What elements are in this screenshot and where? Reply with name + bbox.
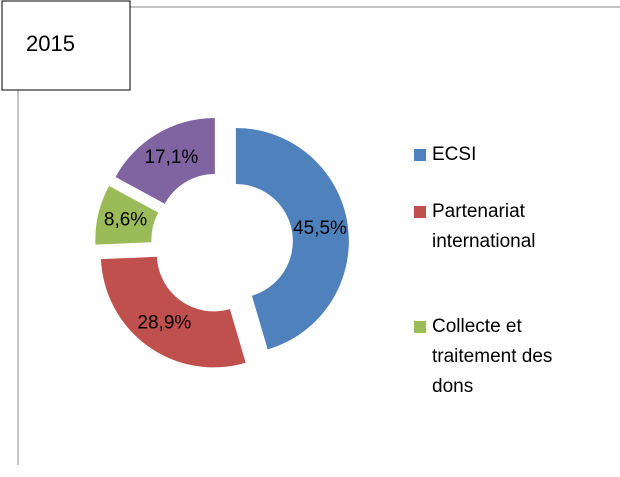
legend-label: Collecte et traitement des dons bbox=[432, 316, 553, 397]
legend-label: Partenariat international bbox=[432, 201, 536, 252]
donut-slice bbox=[115, 117, 215, 204]
donut-slice bbox=[235, 128, 349, 350]
legend-swatch bbox=[414, 321, 426, 333]
legend-label: ECSI bbox=[432, 144, 477, 165]
data-label: 28,9% bbox=[137, 313, 191, 334]
donut-slice bbox=[95, 185, 159, 245]
legend-entry: Collecte et traitement des dons bbox=[414, 312, 614, 402]
title-box bbox=[1, 0, 131, 91]
legend-swatch bbox=[414, 149, 426, 161]
legend-entry: ECSI bbox=[414, 140, 614, 170]
data-label: 8,6% bbox=[104, 210, 147, 231]
data-label: 17,1% bbox=[144, 147, 198, 168]
data-label: 45,5% bbox=[293, 218, 347, 239]
legend-swatch bbox=[414, 206, 426, 218]
donut-slice bbox=[100, 256, 246, 368]
chart-title: 2015 bbox=[26, 31, 75, 56]
legend-entry: Partenariat international bbox=[414, 197, 614, 257]
